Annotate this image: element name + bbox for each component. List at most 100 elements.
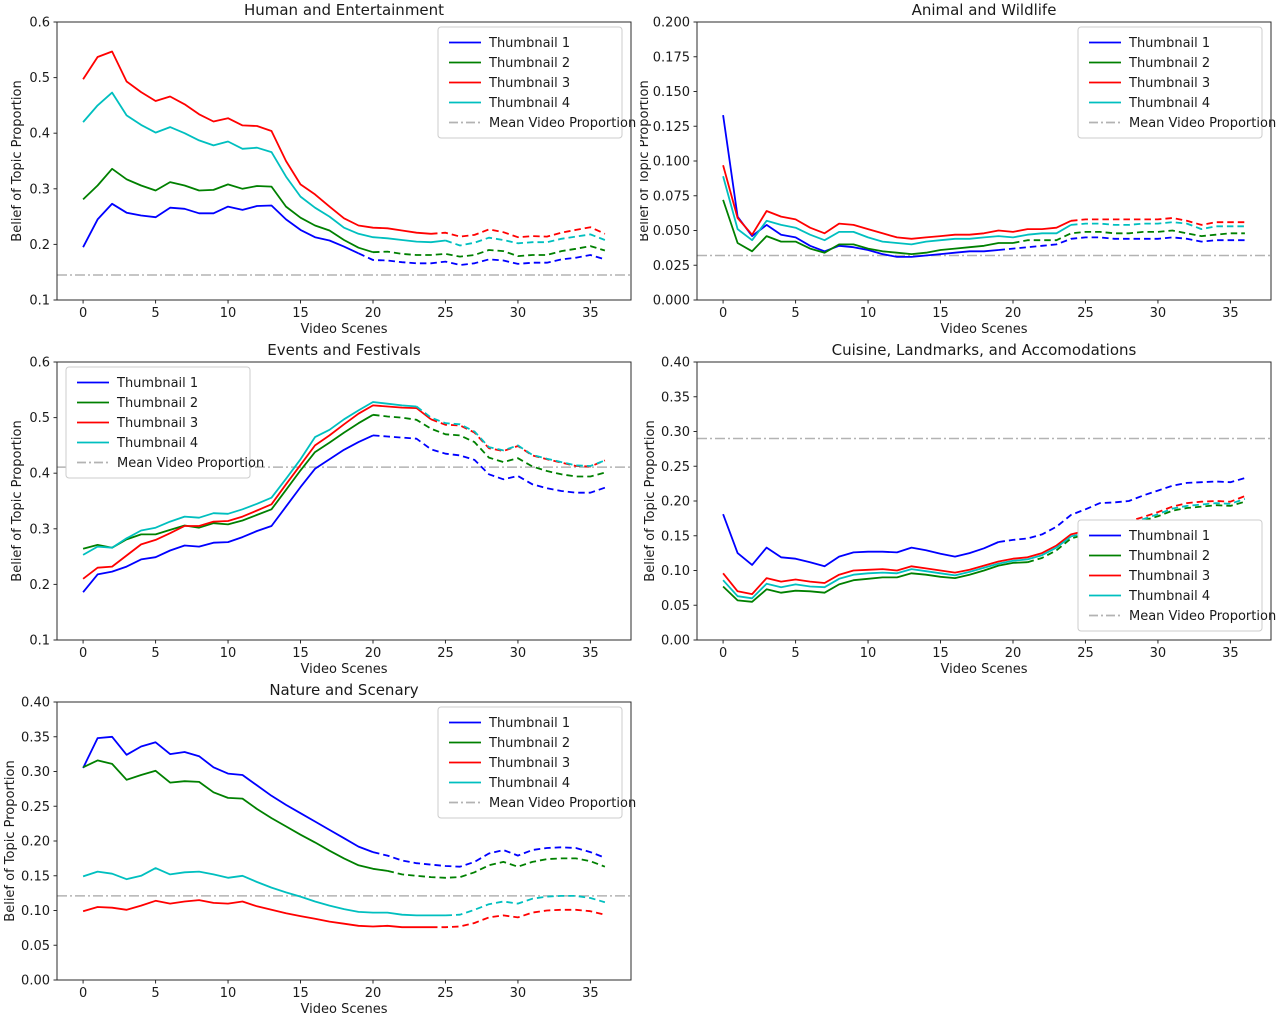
x-tick-label: 30	[510, 986, 527, 1001]
x-tick-label: 20	[1005, 646, 1022, 661]
legend-entry: Thumbnail 2	[1089, 56, 1210, 71]
x-tick-label: 25	[437, 306, 454, 321]
y-tick-label: 0.15	[661, 529, 690, 544]
legend-entry: Thumbnail 2	[1089, 549, 1210, 564]
legend-entry: Thumbnail 4	[449, 776, 570, 791]
y-tick-label: 0.35	[661, 390, 690, 405]
legend-entry: Mean Video Proportion	[449, 116, 636, 131]
legend-label: Thumbnail 1	[488, 36, 570, 51]
chart-cuisine-landmarks-accomodations: 0 5 10 15 20 25 30 35 0.00 0.05 0.10 0.15 0.20 0.25 0.…	[643, 341, 1276, 677]
y-tick-label: 0.050	[653, 224, 690, 239]
x-tick-label: 5	[791, 646, 799, 661]
x-tick-label: 10	[860, 306, 877, 321]
y-tick-label: 0.05	[661, 599, 690, 614]
legend-label: Thumbnail 4	[1128, 589, 1210, 604]
y-tick-label: 0.35	[21, 730, 50, 745]
y-axis-label: Belief of Topic Proportion	[10, 420, 25, 581]
y-tick-label: 0.25	[21, 800, 50, 815]
x-axis-label: Video Scenes	[301, 322, 388, 337]
series-line-thumbnail-1-dashed	[358, 252, 606, 266]
y-tick-label: 0.175	[653, 50, 690, 65]
y-tick-label: 0.00	[661, 634, 690, 649]
y-tick-label: 0.4	[29, 127, 50, 142]
legend-label: Thumbnail 4	[488, 96, 570, 111]
y-tick-label: 0.1	[29, 294, 50, 309]
y-axis-label: Belief of Topic Proportion	[10, 80, 25, 241]
x-tick-label: 15	[292, 986, 309, 1001]
series-line-thumbnail-2-solid	[82, 167, 374, 254]
legend-entry: Thumbnail 1	[449, 36, 570, 51]
y-tick-label: 0.2	[29, 238, 50, 253]
x-tick-label: 30	[510, 306, 527, 321]
y-tick-label: 0.5	[29, 411, 50, 426]
legend-label: Thumbnail 3	[1128, 76, 1210, 91]
subplot-cuisine-landmarks-accomodations: 0 5 10 15 20 25 30 35 0.00 0.05 0.10 0.15 0.20 0.25 0.…	[640, 340, 1280, 680]
legend-label: Mean Video Proportion	[489, 116, 636, 131]
legend-entry: Mean Video Proportion	[77, 456, 264, 471]
series-line-thumbnail-3-solid	[82, 404, 432, 580]
legend-label: Thumbnail 2	[488, 736, 570, 751]
legend-label: Thumbnail 2	[1128, 549, 1210, 564]
x-axis-label: Video Scenes	[941, 662, 1028, 677]
y-tick-label: 0.200	[653, 16, 690, 31]
series-line-thumbnail-1-solid	[82, 434, 374, 593]
series-line-thumbnail-2-dashed	[372, 413, 606, 478]
x-tick-label: 15	[292, 646, 309, 661]
x-tick-label: 0	[719, 306, 727, 321]
x-tick-label: 30	[510, 646, 527, 661]
legend-label: Thumbnail 3	[1128, 569, 1210, 584]
legend-label: Thumbnail 2	[116, 396, 198, 411]
series-line-thumbnail-1-dashed	[998, 236, 1245, 251]
chart-title: Nature and Scenary	[269, 681, 418, 699]
series-line-thumbnail-4-solid	[722, 176, 1072, 246]
series-line-thumbnail-4-solid	[82, 867, 446, 917]
legend-entry: Thumbnail 4	[449, 96, 570, 111]
x-tick-label: 35	[582, 986, 599, 1001]
series-line-thumbnail-3-solid	[722, 164, 1072, 240]
series-line-thumbnail-4-solid	[722, 535, 1072, 600]
legend-entry: Thumbnail 3	[449, 756, 570, 771]
y-tick-label: 0.1	[29, 634, 50, 649]
legend-label: Thumbnail 2	[1128, 56, 1210, 71]
series-line-thumbnail-2-solid	[82, 414, 374, 550]
x-tick-label: 0	[719, 646, 727, 661]
x-tick-label: 20	[365, 646, 382, 661]
chart-title: Human and Entertainment	[244, 1, 444, 19]
y-tick-label: 0.000	[653, 294, 690, 309]
x-tick-label: 25	[437, 986, 454, 1001]
y-tick-label: 0.6	[29, 16, 50, 31]
legend-label: Thumbnail 1	[1128, 529, 1210, 544]
series-line-thumbnail-3-dashed	[431, 908, 606, 929]
subplot-nature-and-scenary: 0 5 10 15 20 25 30 35 0.00 0.05 0.10 0.15 0.20 0.25 0.…	[0, 680, 640, 1020]
series-line-thumbnail-2-solid	[722, 561, 1028, 603]
chart-title: Cuisine, Landmarks, and Accomodations	[832, 341, 1137, 359]
legend-box	[437, 706, 623, 819]
series-line-thumbnail-3-dashed	[1085, 495, 1246, 532]
y-tick-label: 0.05	[21, 939, 50, 954]
legend-entry: Thumbnail 2	[449, 736, 570, 751]
series-line-thumbnail-3-solid	[722, 530, 1086, 595]
series-line-thumbnail-3-dashed	[430, 226, 606, 239]
legend-entry: Thumbnail 2	[449, 56, 570, 71]
x-tick-label: 35	[582, 306, 599, 321]
series-line-thumbnail-2-dashed	[1012, 229, 1245, 244]
x-axis-label: Video Scenes	[941, 322, 1028, 337]
legend-entry: Thumbnail 4	[1089, 589, 1210, 604]
legend-label: Thumbnail 3	[116, 416, 198, 431]
y-tick-label: 0.30	[21, 765, 50, 780]
x-tick-label: 5	[151, 646, 159, 661]
subplot-human-and-entertainment: 0 5 10 15 20 25 30 35 0.1 0.2 0.3 0.4 0.5 0.6 Human an…	[0, 0, 640, 340]
legend-label: Thumbnail 4	[116, 436, 198, 451]
x-tick-label: 0	[79, 986, 87, 1001]
legend-entry: Thumbnail 4	[77, 436, 198, 451]
x-tick-label: 10	[220, 646, 237, 661]
y-tick-label: 0.075	[653, 189, 690, 204]
x-tick-label: 15	[932, 306, 949, 321]
x-tick-label: 25	[1077, 646, 1094, 661]
legend-label: Mean Video Proportion	[117, 456, 264, 471]
x-tick-label: 25	[437, 646, 454, 661]
axes-border	[56, 21, 632, 301]
x-tick-label: 0	[79, 306, 87, 321]
series-line-thumbnail-1-solid	[722, 114, 999, 258]
